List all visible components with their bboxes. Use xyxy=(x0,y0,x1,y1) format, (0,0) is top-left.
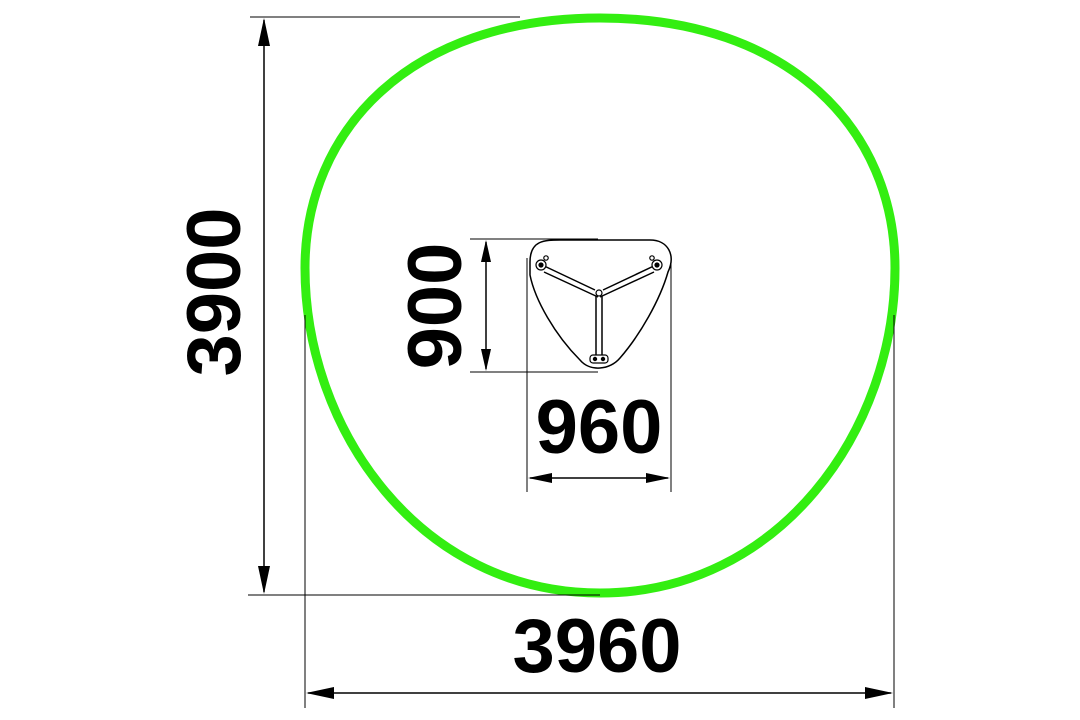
equipment-outline xyxy=(529,239,672,369)
equipment-width-dimension: 960 xyxy=(526,258,672,492)
overall-width-label: 3960 xyxy=(512,604,681,689)
safety-zone-outline xyxy=(300,13,900,598)
arrow-right-icon xyxy=(865,687,893,699)
arrow-left-icon xyxy=(528,473,552,483)
arrow-down-icon xyxy=(258,566,270,594)
equipment-height-dimension: 900 xyxy=(393,238,598,373)
anchor-bottom-icon xyxy=(589,354,609,364)
overall-height-label: 3900 xyxy=(172,207,257,376)
arrow-up-icon xyxy=(258,18,270,46)
arrow-right-icon xyxy=(646,473,670,483)
overall-width-dimension: 3960 xyxy=(304,315,895,708)
anchor-points xyxy=(535,255,663,364)
equipment-top-view xyxy=(529,239,672,369)
equipment-width-label: 960 xyxy=(536,385,663,470)
overall-height-dimension: 3900 xyxy=(172,16,600,596)
hub-icon xyxy=(595,289,603,297)
arrow-down-icon xyxy=(481,349,491,371)
arrow-left-icon xyxy=(306,687,334,699)
equipment-arms xyxy=(539,263,659,360)
equipment-height-label: 900 xyxy=(393,243,478,370)
arrow-up-icon xyxy=(481,240,491,262)
